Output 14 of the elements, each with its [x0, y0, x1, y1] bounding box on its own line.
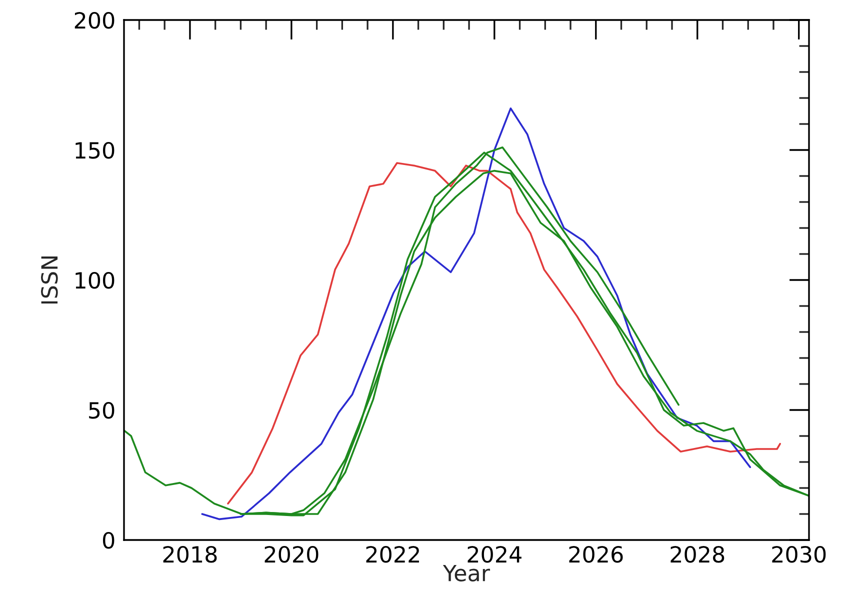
x-tick-label: 2026 [569, 546, 623, 563]
y-tick-label: 50 [89, 402, 114, 419]
x-axis-title: Year [442, 564, 490, 582]
x-tick-label: 2024 [468, 546, 522, 563]
x-tick-label: 2020 [264, 546, 318, 563]
x-tick-label: 2018 [163, 546, 217, 563]
y-tick-label: 200 [74, 12, 114, 29]
y-tick-label: 150 [76, 142, 114, 159]
y-axis-title: ISSN [41, 256, 58, 304]
x-tick-label: 2022 [366, 546, 419, 563]
y-tick-label: 100 [76, 272, 114, 289]
x-tick-label: 2030 [772, 546, 826, 563]
y-tick-label: 0 [102, 532, 114, 549]
x-tick-label: 2028 [670, 546, 724, 563]
